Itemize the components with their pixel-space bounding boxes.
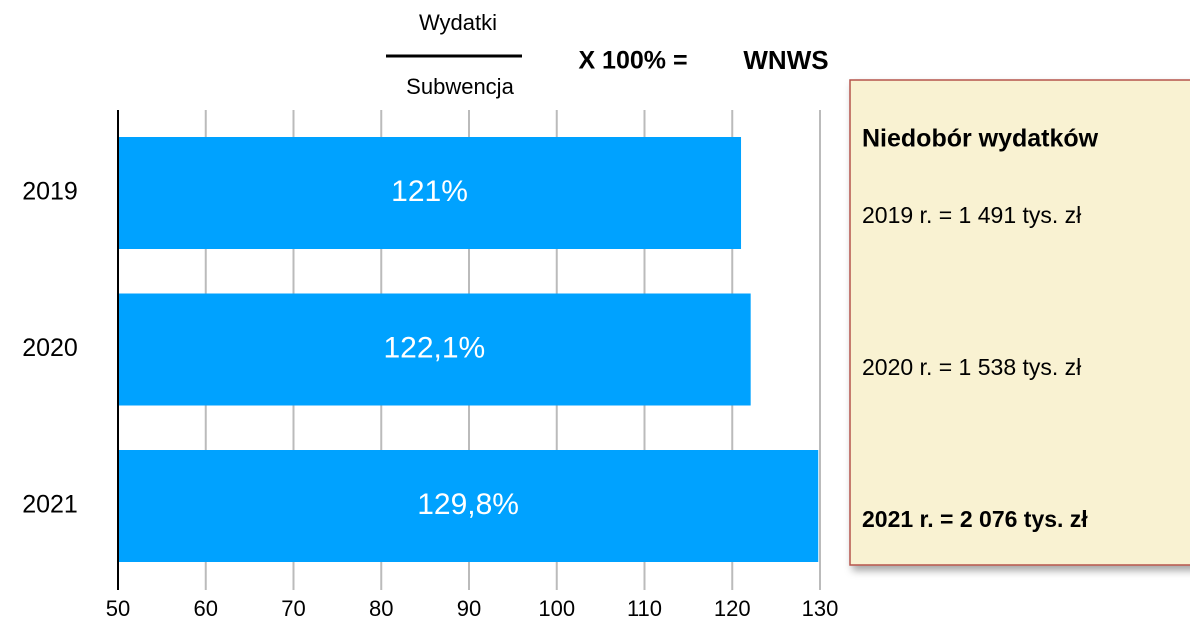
bar: [118, 137, 742, 249]
note-line: 2021 r. = 2 076 tys. zł: [862, 506, 1088, 532]
formula-result: WNWS: [743, 45, 828, 75]
x-tick-label: 100: [538, 596, 575, 621]
x-tick-label: 120: [714, 596, 751, 621]
note-line: 2020 r. = 1 538 tys. zł: [862, 354, 1081, 380]
x-tick-label: 80: [369, 596, 393, 621]
x-tick-label: 70: [281, 596, 305, 621]
bars: [118, 137, 819, 562]
formula-operator: X 100% =: [578, 47, 687, 75]
note-lines: 2019 r. = 1 491 tys. zł 2020 r. = 1 538 t…: [862, 202, 1088, 532]
y-tick-label: 2020: [22, 334, 78, 362]
x-tick-label: 110: [627, 596, 662, 621]
formula-numerator: Wydatki: [419, 10, 497, 35]
x-tick-label: 60: [194, 596, 218, 621]
data-label: 121%: [391, 175, 468, 208]
y-tick-label: 2019: [22, 178, 78, 206]
x-tick-label: 130: [802, 596, 839, 621]
bar: [118, 450, 819, 562]
data-label: 122,1%: [383, 331, 485, 364]
formula-denominator: Subwencja: [406, 74, 514, 99]
x-tick-label: 90: [457, 596, 481, 621]
note-line: 2019 r. = 1 491 tys. zł: [862, 202, 1081, 228]
bar: [118, 293, 751, 406]
note-title: Niedobór wydatków: [862, 125, 1099, 153]
x-tick-label: 50: [106, 596, 130, 621]
y-tick-label: 2021: [22, 491, 78, 519]
data-label: 129,8%: [417, 488, 519, 521]
note-box: [849, 79, 1190, 566]
